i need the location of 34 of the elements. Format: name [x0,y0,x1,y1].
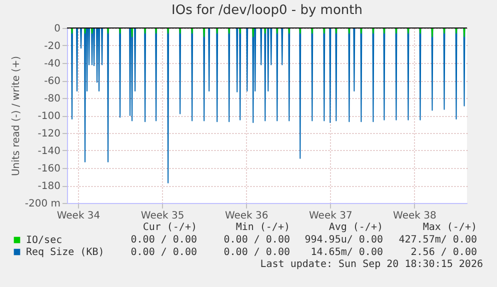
text: 427.57m/ 0.00 [398,234,477,246]
legend-label: Req Size (KB) [26,247,104,258]
y-tick-label: -180 [38,181,60,192]
text: 0.00 / 0.00 [224,247,290,258]
y-tick-label: -80 [44,94,60,104]
text: 0.00 / 0.00 [130,247,197,258]
y-tick-label: 0 [54,24,60,34]
y-tick-label: -40 [44,58,60,70]
text: Min (-/+) [236,222,290,233]
y-tick-label: -120 [38,128,60,140]
y-tick-label: -100 [38,111,60,122]
text: Avg (-/+) [328,222,383,233]
text: Max (-/+) [422,222,477,233]
text: Last update: Sun Sep 20 18:30:15 2026 [260,259,483,270]
y-tick-label: -160 [38,164,60,174]
x-tick-label: Week 36 [224,210,268,222]
text: 0.00 / 0.00 [130,234,197,246]
y-tick-label: -20 [44,41,60,52]
y-tick-label: -140 [38,146,60,157]
x-tick-label: Week 38 [393,210,436,222]
x-tick-label: Week 37 [309,210,352,222]
chart-title: IOs for /dev/loop0 - by month [172,3,362,18]
line-series [71,28,466,184]
text: 994.95u/ 0.00 [304,234,383,246]
text: 0.00 / 0.00 [224,234,290,246]
y-axis-title: Units read (-) / write (+) [10,56,22,176]
y-tick-label: -200 m [24,198,60,210]
text: 14.65m/ 0.00 [310,247,383,258]
text: 2.56 / 0.00 [410,247,477,258]
x-tick-label: Week 35 [140,210,184,222]
text: Cur (-/+) [142,222,197,233]
legend-label: IO/sec [26,235,62,246]
y-tick-label: -60 [44,76,60,87]
x-tick-label: Week 34 [56,210,100,222]
